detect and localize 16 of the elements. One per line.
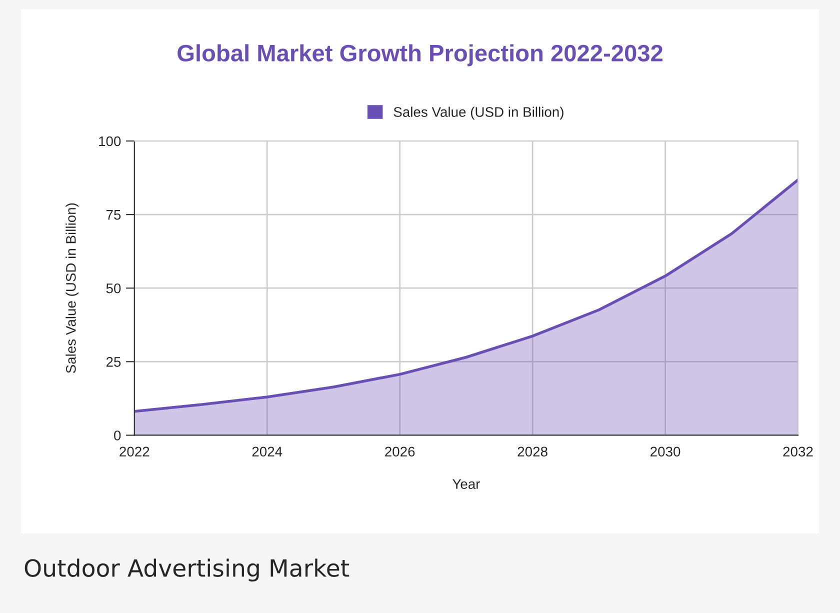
y-tick-label: 75: [106, 210, 121, 220]
y-tick-label: 100: [99, 136, 121, 146]
text: Outdoor Advertising Market: [24, 558, 350, 582]
legend-label: Sales Value (USD in Billion): [394, 106, 564, 120]
x-tick-label: 2030: [650, 446, 680, 457]
x-tick-label: 2024: [252, 446, 282, 457]
y-tick-label: 25: [106, 357, 121, 367]
x-tick-label: 2022: [120, 446, 150, 457]
y-tick-label: 0: [114, 430, 121, 440]
x-tick-label: 2028: [518, 446, 548, 457]
x-tick-label: 2026: [385, 446, 415, 457]
x-axis-title: Year: [452, 479, 480, 489]
x-tick-label: 2032: [783, 446, 813, 457]
y-tick-label: 50: [106, 283, 121, 294]
y-axis-title: Sales Value (USD in Billion): [66, 203, 79, 374]
chart-title: Global Market Growth Projection 2022-2032: [178, 44, 662, 66]
